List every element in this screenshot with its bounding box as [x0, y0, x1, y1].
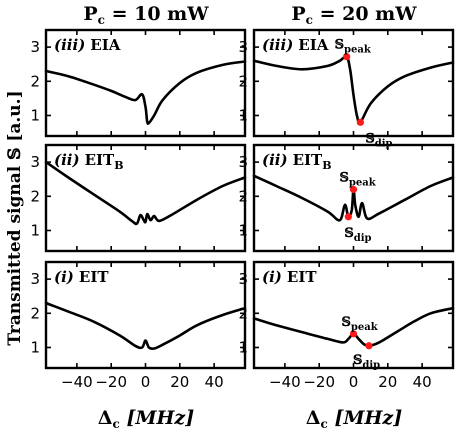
y-tick-label: 2: [238, 304, 248, 322]
column-title-left: Pc = 10 mW: [83, 3, 209, 27]
panel-label: (i) EIT: [262, 268, 317, 286]
x-tick-label: 0: [141, 373, 151, 391]
x-tick-label: 40: [205, 373, 224, 391]
y-tick-label: 2: [30, 304, 40, 322]
panels: 1 2 3 (iii) EIA 1 2 3 (iii) EIA 𝕊peak 𝕊dip 1 2 3 (ii) EI…: [30, 28, 455, 391]
x-tick-label: 20: [170, 373, 189, 391]
x-axis-label-left: Δc [MHz]: [98, 407, 194, 431]
y-tick-label: 2: [30, 72, 40, 90]
y-tick-label: 2: [238, 187, 248, 205]
y-tick-label: 1: [238, 338, 248, 356]
marker-dip: [344, 213, 352, 221]
x-tick-label: 40: [413, 373, 432, 391]
marker-peak: [349, 185, 358, 194]
annotation-dip: 𝕊dip: [344, 226, 371, 244]
y-tick-label: 3: [238, 153, 248, 171]
panel-r2-c0: 1 2 3 −40 −20 0 20 40 (i) EIT: [30, 260, 247, 391]
y-tick-label: 3: [238, 270, 248, 288]
column-title-right: Pc = 20 mW: [291, 3, 417, 27]
x-tick-label: −40: [269, 373, 301, 391]
y-tick-label: 1: [30, 221, 40, 239]
y-tick-label: 3: [238, 38, 248, 56]
annotation-peak: 𝕊peak: [342, 315, 379, 333]
panel-r1-c1: 1 2 3 (ii) EITB 𝕊peak 𝕊dip: [238, 143, 455, 253]
marker-dip: [365, 342, 373, 350]
signal-curve: [44, 160, 247, 226]
signal-curve: [252, 306, 455, 348]
annotation-peak: 𝕊peak: [335, 38, 372, 56]
marker-dip: [356, 118, 364, 126]
y-tick-label: 3: [30, 153, 40, 171]
panel-r2-c1: 1 2 3 −40 −20 0 20 40 (i) EIT 𝕊peak 𝕊dip: [238, 260, 455, 391]
y-tick-label: 3: [30, 38, 40, 56]
x-tick-label: −20: [303, 373, 335, 391]
y-axis-label: Transmitted signal 𝕊 [a.u.]: [5, 90, 25, 345]
panel-r0-c0: 1 2 3 (iii) EIA: [30, 28, 247, 138]
x-tick-label: −40: [61, 373, 93, 391]
panel-label: (iii) EIA: [54, 36, 121, 54]
y-tick-label: 2: [238, 72, 248, 90]
marker-peak: [343, 53, 351, 61]
panel-label: (ii) EITB: [54, 151, 124, 172]
x-tick-label: 0: [349, 373, 359, 391]
y-tick-label: 1: [30, 338, 40, 356]
panel-label: (i) EIT: [54, 268, 109, 286]
annotation-dip: 𝕊dip: [353, 353, 380, 371]
signal-curve: [44, 301, 247, 351]
y-tick-label: 1: [30, 106, 40, 124]
y-tick-label: 1: [238, 106, 248, 124]
panel-label: (iii) EIA: [262, 36, 329, 54]
panel-label: (ii) EITB: [262, 151, 332, 172]
annotation-peak: 𝕊peak: [340, 170, 377, 188]
signal-curve: [44, 60, 247, 125]
y-tick-label: 1: [238, 221, 248, 239]
x-tick-label: 20: [378, 373, 397, 391]
signal-curve: [252, 55, 455, 125]
y-tick-label: 3: [30, 270, 40, 288]
panel-r1-c0: 1 2 3 (ii) EITB: [30, 143, 247, 253]
marker-peak: [349, 330, 358, 338]
x-tick-label: −20: [95, 373, 127, 391]
x-axis-label-right: Δc [MHz]: [306, 407, 402, 431]
y-tick-label: 2: [30, 187, 40, 205]
